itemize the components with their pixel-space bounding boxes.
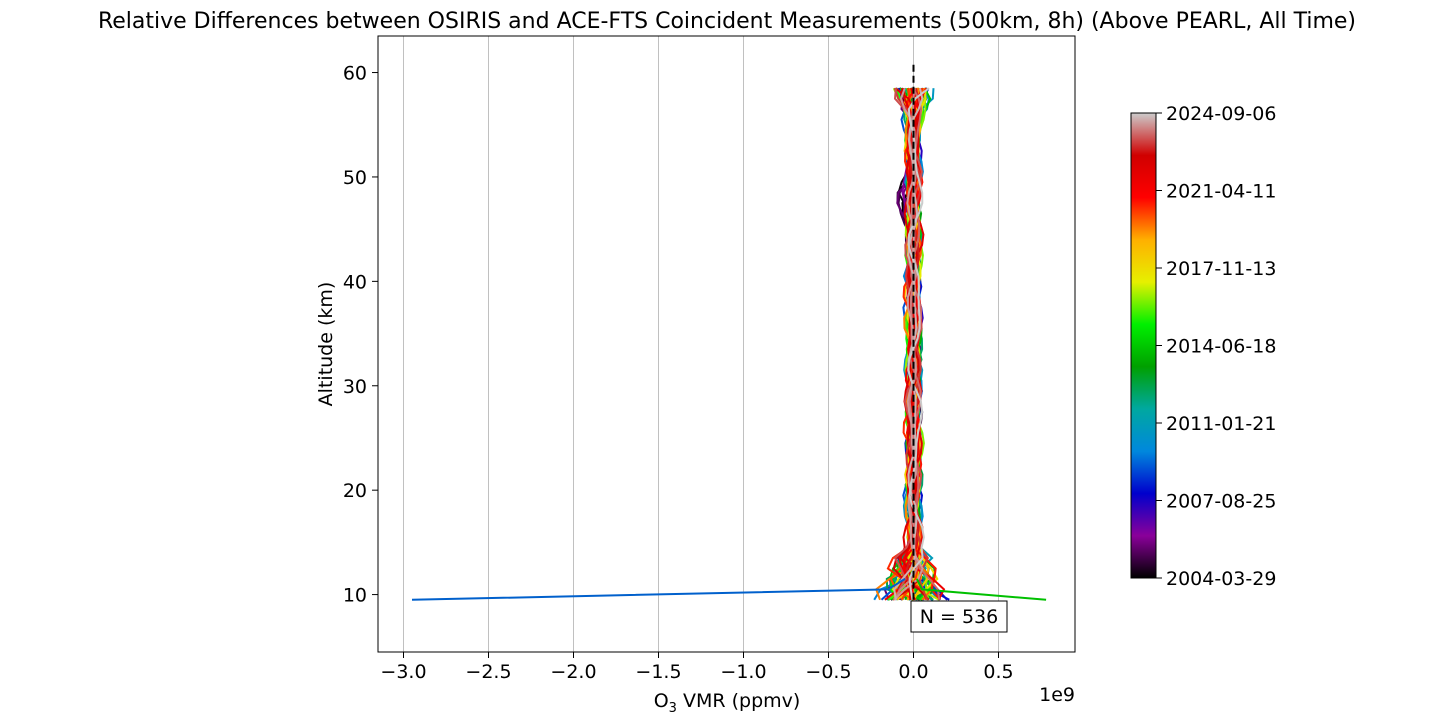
x-axis-label: O3 VMR (ppmv) (654, 690, 801, 716)
y-tick-label: 40 (343, 271, 367, 293)
colorbar-tick-label: 2004-03-29 (1166, 568, 1276, 590)
x-tick-label: 0.0 (898, 661, 928, 683)
x-axis-label-main: O (654, 690, 669, 712)
outlier-profile-line (916, 578, 1047, 601)
colorbar-tick-label: 2024-09-06 (1166, 103, 1276, 125)
y-tick-label: 30 (343, 376, 367, 398)
colorbar-tick-label: 2017-11-13 (1166, 258, 1276, 280)
y-tick-label: 20 (343, 480, 367, 502)
y-axis-ticks: 10 20 30 40 50 60 (343, 63, 378, 607)
y-tick-label: 60 (343, 63, 367, 85)
x-tick-label: −1.0 (720, 661, 766, 683)
colorbar-ticks: 2004-03-29 2007-08-25 2011-01-21 2014-06-18… (1156, 103, 1276, 590)
x-tick-label: 0.5 (983, 661, 1013, 683)
x-axis-label-rest: VMR (ppmv) (677, 690, 800, 712)
colorbar-tick-label: 2021-04-11 (1166, 181, 1276, 203)
colorbar: 2004-03-29 2007-08-25 2011-01-21 2014-06-18… (1130, 103, 1276, 590)
x-tick-label: −0.5 (805, 661, 851, 683)
x-tick-label: −1.5 (635, 661, 681, 683)
y-axis-label: Altitude (km) (315, 282, 337, 407)
count-annotation-box (910, 600, 1008, 633)
x-axis-offset-label: 1e9 (1039, 684, 1075, 706)
profile-line (907, 87, 930, 600)
x-axis-label-subscript: 3 (669, 701, 677, 716)
series-layer (411, 87, 1047, 601)
y-tick-label: 50 (343, 167, 367, 189)
colorbar-tick-label: 2011-01-21 (1166, 413, 1276, 435)
y-tick-label: 10 (343, 585, 367, 607)
colorbar-tick-label: 2014-06-18 (1166, 336, 1276, 358)
colorbar-gradient (1130, 112, 1157, 579)
count-annotation: N = 536 (910, 600, 1008, 633)
chart-title: Relative Differences between OSIRIS and … (98, 9, 1356, 34)
x-tick-label: −2.5 (465, 661, 511, 683)
outlier-profile-line (411, 578, 906, 601)
x-tick-label: −3.0 (380, 661, 426, 683)
count-annotation-text: N = 536 (920, 606, 998, 628)
x-tick-label: −2.0 (550, 661, 596, 683)
x-axis-ticks: −3.0 −2.5 −2.0 −1.5 −1.0 −0.5 0.0 0.5 (380, 652, 1014, 683)
colorbar-tick-label: 2007-08-25 (1166, 491, 1276, 513)
plot-frame (377, 35, 1076, 653)
